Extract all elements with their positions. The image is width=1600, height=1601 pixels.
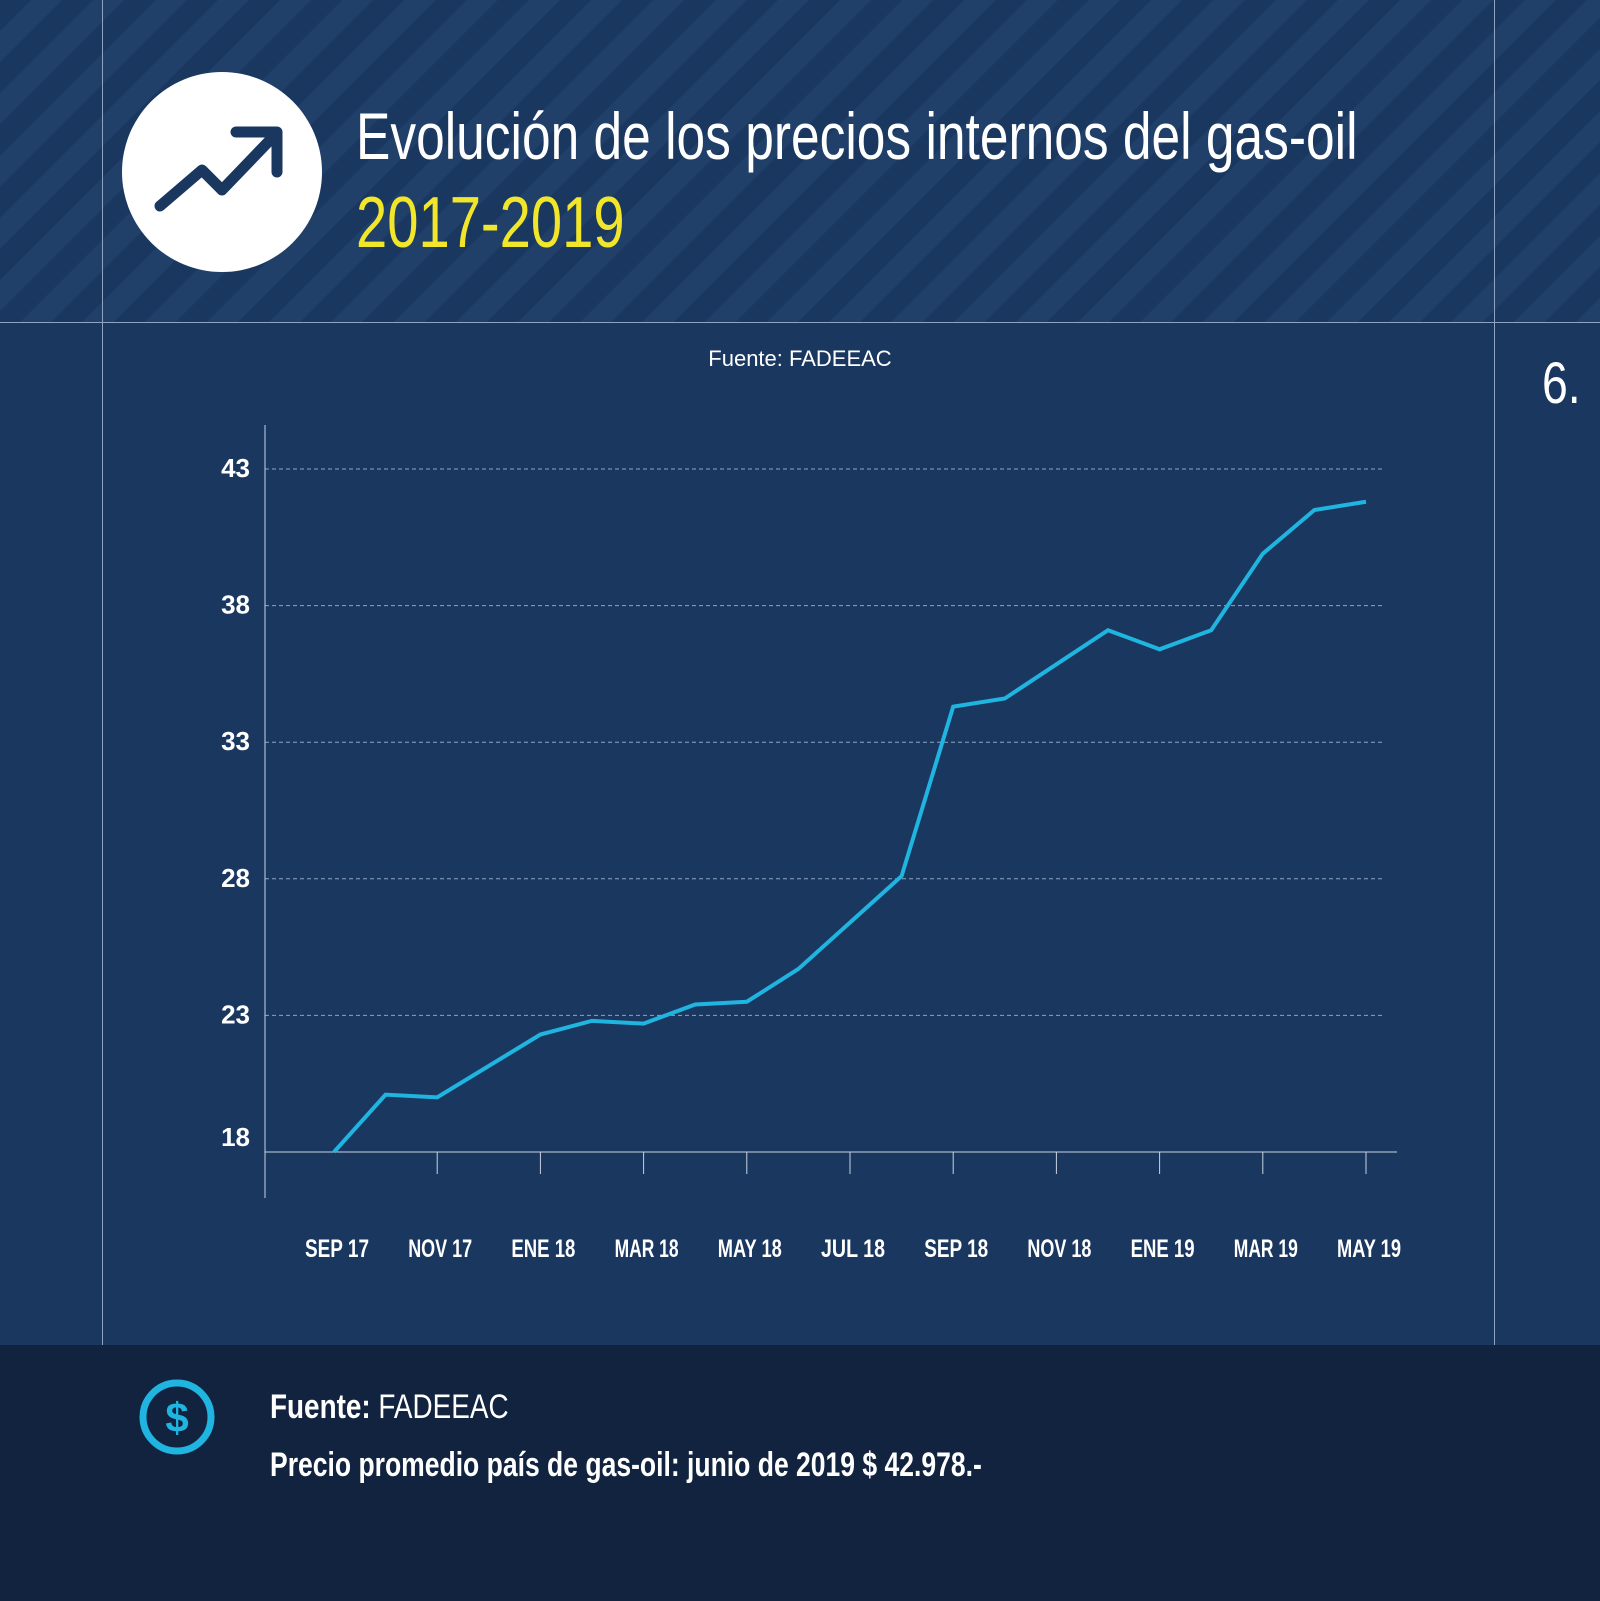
y-tick-label: 33 [221, 726, 250, 756]
trend-badge [122, 72, 322, 272]
y-tick-label: 43 [221, 453, 250, 483]
price-line [332, 499, 1367, 1154]
chart-source: Fuente: FADEEAC [708, 346, 892, 371]
trending-up-icon [154, 126, 283, 212]
footer-source-label: Fuente: [270, 1388, 371, 1426]
footer-source: Fuente: FADEEAC [270, 1388, 509, 1427]
dollar-icon: $ [139, 1379, 215, 1455]
x-tick-label: ENE 19 [1131, 1235, 1195, 1263]
frame-line-top [0, 322, 1600, 323]
page-title: Evolución de los precios internos del ga… [356, 99, 1358, 173]
line-chart: 18 23 28 33 38 43 SEP 17 NOV 17 ENE 18 MAR 18 MAY … [221, 425, 1401, 1263]
footer [0, 1345, 1600, 1601]
x-tick-label: MAR 19 [1234, 1235, 1298, 1263]
x-tick-label: SEP 18 [924, 1235, 988, 1263]
y-tick-label: 18 [221, 1122, 250, 1152]
svg-text:$: $ [165, 1394, 188, 1441]
x-tick-label: MAY 19 [1337, 1235, 1401, 1263]
y-tick-label: 28 [221, 863, 250, 893]
frame-line-right [1494, 0, 1495, 1345]
x-tick-label: JUL 18 [821, 1235, 885, 1263]
x-tick-label: MAR 18 [615, 1235, 679, 1263]
page-subtitle-years: 2017-2019 [356, 183, 625, 263]
y-tick-label: 38 [221, 590, 250, 620]
y-tick-label: 23 [221, 999, 250, 1029]
x-tick-label: SEP 17 [305, 1235, 369, 1263]
page-number: 6. [1542, 351, 1581, 416]
frame-line-left [102, 0, 103, 1345]
footer-source-value: FADEEAC [378, 1388, 509, 1426]
x-tick-label: NOV 18 [1027, 1235, 1091, 1263]
x-tick-label: ENE 18 [511, 1235, 575, 1263]
footer-price-note: Precio promedio país de gas-oil: junio d… [270, 1446, 982, 1484]
x-tick-label: NOV 17 [408, 1235, 472, 1263]
x-tick-label: MAY 18 [718, 1235, 782, 1263]
